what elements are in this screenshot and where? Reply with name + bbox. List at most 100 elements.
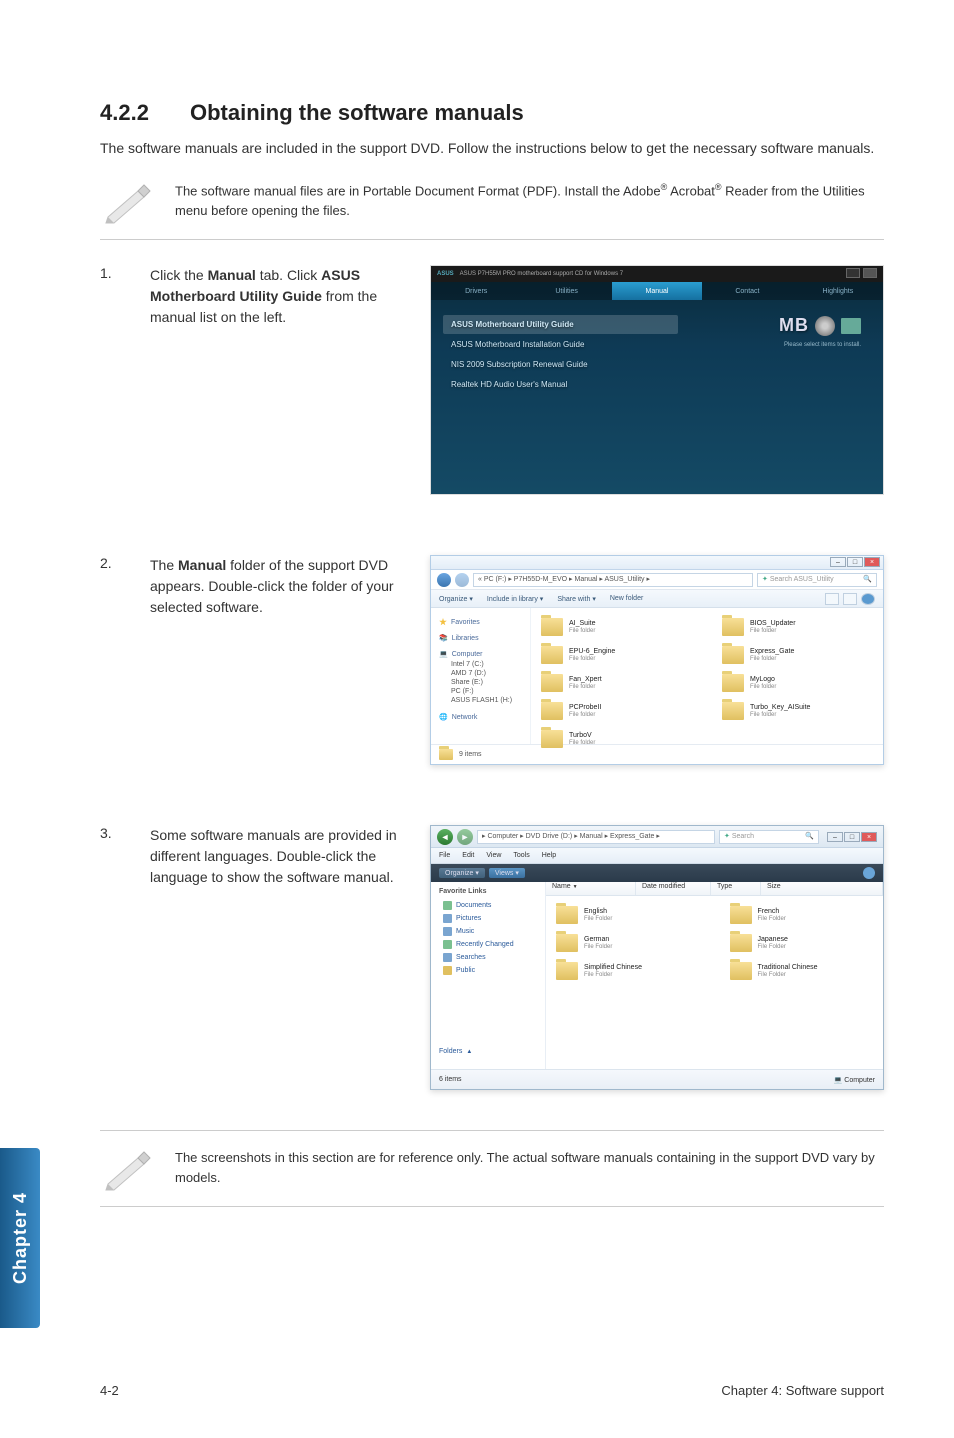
section-title: Obtaining the software manuals xyxy=(190,100,524,125)
folder-item[interactable]: AI_SuiteFile folder xyxy=(541,618,692,636)
folder-icon xyxy=(541,674,563,692)
folder-item[interactable]: FrenchFile Folder xyxy=(730,906,874,924)
ss1-item-realtek-manual[interactable]: Realtek HD Audio User's Manual xyxy=(443,375,678,394)
screenshot-3: ◄ ► ▸ Computer ▸ DVD Drive (D:) ▸ Manual… xyxy=(430,825,884,1090)
ss2-computer[interactable]: 💻 Computer xyxy=(439,650,522,658)
back-icon[interactable] xyxy=(437,573,451,587)
folder-item[interactable]: Turbo_Key_AISuiteFile folder xyxy=(722,702,873,720)
folder-item[interactable]: EnglishFile Folder xyxy=(556,906,700,924)
chapter-tab: Chapter 4 xyxy=(0,1148,40,1328)
step-1: 1. Click the Manual tab. Click ASUS Moth… xyxy=(100,265,884,495)
ss3-toolbar: Organize ▾ Views ▾ xyxy=(431,864,883,882)
ss2-path[interactable]: « PC (F:) ▸ P7H55D-M_EVO ▸ Manual ▸ ASUS… xyxy=(473,573,753,587)
ss2-newfolder-button[interactable]: New folder xyxy=(610,595,643,602)
sidebar-item[interactable]: Searches xyxy=(439,951,537,964)
maximize-icon[interactable]: □ xyxy=(847,557,863,567)
ss2-drive[interactable]: Share (E:) xyxy=(439,678,522,687)
folder-item[interactable]: MyLogoFile folder xyxy=(722,674,873,692)
sidebar-item[interactable]: Recently Changed xyxy=(439,938,537,951)
ss2-sidebar: Favorites 📚 Libraries 💻 Computer Intel 7… xyxy=(431,608,531,744)
folder-icon[interactable] xyxy=(841,318,861,334)
col-size[interactable]: Size xyxy=(761,882,883,895)
menu-help[interactable]: Help xyxy=(542,852,556,859)
ss1-hint: Please select items to install. xyxy=(688,342,871,348)
ss2-include-button[interactable]: Include in library ▾ xyxy=(487,595,543,603)
back-icon[interactable]: ◄ xyxy=(437,829,453,845)
folder-icon xyxy=(722,674,744,692)
folder-item[interactable]: EPU-6_EngineFile folder xyxy=(541,646,692,664)
sidebar-item[interactable]: Documents xyxy=(439,899,537,912)
folder-item[interactable]: Fan_XpertFile folder xyxy=(541,674,692,692)
folder-item[interactable]: TurboVFile folder xyxy=(541,730,692,748)
pencil-icon xyxy=(100,1146,155,1191)
ss1-tab-manual[interactable]: Manual xyxy=(612,282,702,300)
ss1-tab-highlights[interactable]: Highlights xyxy=(793,282,883,300)
view-icon[interactable] xyxy=(825,593,839,605)
folder-icon xyxy=(722,618,744,636)
ss1-tab-contact[interactable]: Contact xyxy=(702,282,792,300)
disc-icon[interactable] xyxy=(815,316,835,336)
ss3-search-input[interactable]: ✦ Search 🔍 xyxy=(719,830,819,844)
preview-icon[interactable] xyxy=(843,593,857,605)
menu-tools[interactable]: Tools xyxy=(513,852,529,859)
ss2-drive[interactable]: AMD 7 (D:) xyxy=(439,669,522,678)
ss3-content: Name ▼ Date modified Type Size EnglishFi… xyxy=(546,882,883,1069)
folder-icon xyxy=(556,934,578,952)
folder-icon xyxy=(730,962,752,980)
col-type[interactable]: Type xyxy=(711,882,761,895)
folder-item[interactable]: BIOS_UpdaterFile folder xyxy=(722,618,873,636)
chapter-tab-label: Chapter 4 xyxy=(10,1192,31,1284)
ss2-share-button[interactable]: Share with ▾ xyxy=(557,595,596,603)
close-icon[interactable] xyxy=(863,268,877,278)
ss2-drive[interactable]: Intel 7 (C:) xyxy=(439,660,522,669)
menu-edit[interactable]: Edit xyxy=(462,852,474,859)
folder-item[interactable]: Simplified ChineseFile Folder xyxy=(556,962,700,980)
ss2-favorites[interactable]: Favorites xyxy=(439,618,522,626)
ss1-item-utility-guide[interactable]: ASUS Motherboard Utility Guide xyxy=(443,315,678,334)
folder-item[interactable]: Express_GateFile folder xyxy=(722,646,873,664)
minimize-icon[interactable] xyxy=(846,268,860,278)
menu-file[interactable]: File xyxy=(439,852,450,859)
ss2-search-input[interactable]: ✦ Search ASUS_Utility 🔍 xyxy=(757,573,877,587)
folder-item[interactable]: PCProbeIIFile folder xyxy=(541,702,692,720)
ss1-item-nis-guide[interactable]: NIS 2009 Subscription Renewal Guide xyxy=(443,355,678,374)
ss3-path[interactable]: ▸ Computer ▸ DVD Drive (D:) ▸ Manual ▸ E… xyxy=(477,830,715,844)
ss3-folders-toggle[interactable]: Folders ▲ xyxy=(439,1048,472,1055)
ss2-organize-button[interactable]: Organize ▾ xyxy=(439,595,473,603)
col-name[interactable]: Name ▼ xyxy=(546,882,636,895)
folder-item[interactable]: GermanFile Folder xyxy=(556,934,700,952)
ss3-sidebar: Favorite Links Documents Pictures Music … xyxy=(431,882,546,1069)
folder-icon xyxy=(541,646,563,664)
ss1-tab-drivers[interactable]: Drivers xyxy=(431,282,521,300)
forward-icon[interactable] xyxy=(455,573,469,587)
ss3-column-headers: Name ▼ Date modified Type Size xyxy=(546,882,883,896)
sidebar-item[interactable]: Pictures xyxy=(439,912,537,925)
sidebar-item[interactable]: Public xyxy=(439,964,537,977)
folder-item[interactable]: Traditional ChineseFile Folder xyxy=(730,962,874,980)
help-icon[interactable] xyxy=(861,593,875,605)
folder-icon xyxy=(541,730,563,748)
folder-item[interactable]: JapaneseFile Folder xyxy=(730,934,874,952)
minimize-icon[interactable]: – xyxy=(830,557,846,567)
ss1-titlebar: ASUS ASUS P7H55M PRO motherboard support… xyxy=(431,266,883,282)
col-date[interactable]: Date modified xyxy=(636,882,711,895)
maximize-icon[interactable]: □ xyxy=(844,832,860,842)
close-icon[interactable]: × xyxy=(861,832,877,842)
close-icon[interactable]: × xyxy=(864,557,880,567)
ss2-drive[interactable]: ASUS FLASH1 (H:) xyxy=(439,696,522,705)
ss2-network[interactable]: 🌐 Network xyxy=(439,713,522,721)
ss3-organize-button[interactable]: Organize ▾ xyxy=(439,868,485,878)
ss1-item-installation-guide[interactable]: ASUS Motherboard Installation Guide xyxy=(443,335,678,354)
ss2-libraries[interactable]: 📚 Libraries xyxy=(439,634,522,642)
screenshot-2: – □ × « PC (F:) ▸ P7H55D-M_EVO ▸ Manual … xyxy=(430,555,884,765)
ss1-tab-utilities[interactable]: Utilities xyxy=(521,282,611,300)
forward-icon[interactable]: ► xyxy=(457,829,473,845)
help-icon[interactable] xyxy=(863,867,875,879)
sidebar-item[interactable]: Music xyxy=(439,925,537,938)
ss3-computer-label: 💻 Computer xyxy=(834,1076,875,1084)
ss2-drive[interactable]: PC (F:) xyxy=(439,687,522,696)
menu-view[interactable]: View xyxy=(486,852,501,859)
minimize-icon[interactable]: – xyxy=(827,832,843,842)
ss1-mb-label: MB xyxy=(779,315,809,336)
ss3-views-button[interactable]: Views ▾ xyxy=(489,868,525,878)
